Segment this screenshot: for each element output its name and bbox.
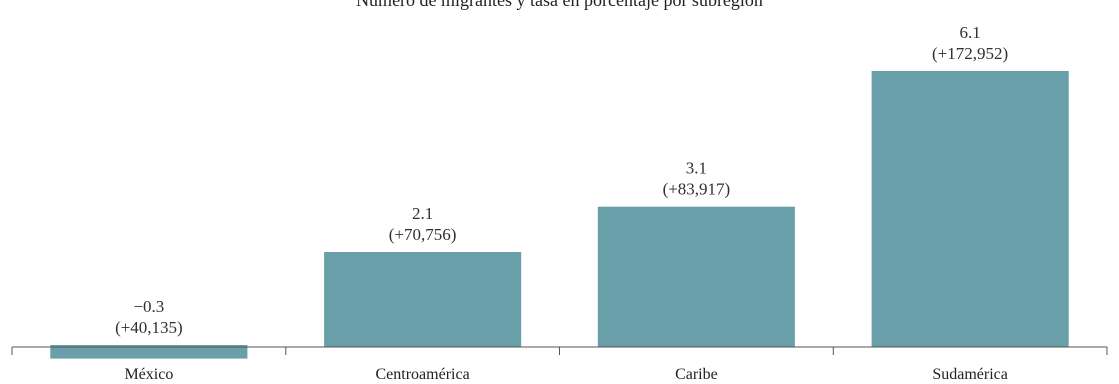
bar-2	[597, 206, 795, 347]
bar-3	[871, 71, 1069, 347]
change-label-3: (+172,952)	[932, 44, 1008, 63]
bar-1	[324, 252, 522, 347]
x-tick-label-0: México	[124, 366, 173, 383]
x-axis-ticks-group: México Centroamérica Caribe Sudamérica	[11, 347, 1108, 383]
x-tick-label-2: Caribe	[675, 366, 718, 383]
value-label-0: −0.3	[133, 297, 164, 316]
value-label-1: 2.1	[412, 204, 433, 223]
bar-0	[50, 345, 248, 359]
chart-title: Número de migrantes y tasa en porcentaje…	[356, 0, 763, 10]
bars-group	[50, 71, 1069, 359]
change-label-1: (+70,756)	[389, 225, 457, 244]
value-labels-group: −0.3 (+40,135) 2.1 (+70,756) 3.1 (+83,917) 6.1…	[115, 23, 1008, 337]
x-tick-label-3: Sudamérica	[932, 366, 1008, 383]
value-label-2: 3.1	[686, 159, 707, 178]
x-tick-label-1: Centroamérica	[376, 366, 470, 383]
change-label-0: (+40,135)	[115, 318, 183, 337]
value-label-3: 6.1	[959, 23, 980, 42]
change-label-2: (+83,917)	[663, 180, 731, 199]
